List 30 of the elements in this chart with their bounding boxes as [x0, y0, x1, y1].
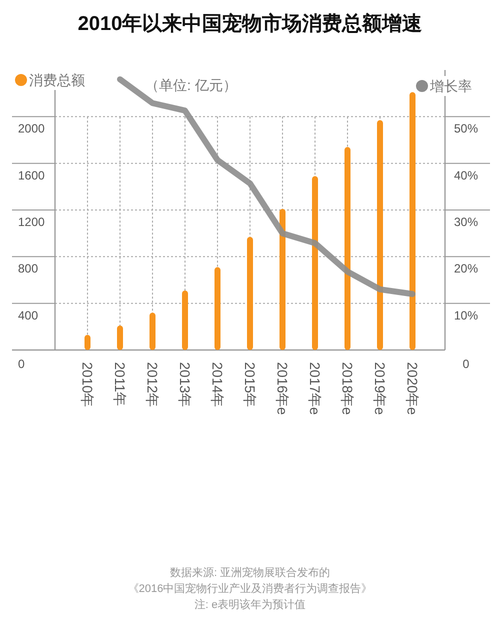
x-tick-label: 2017年e: [307, 362, 323, 416]
y-tick-label: 0: [18, 357, 25, 371]
y2-tick-label: 0: [462, 357, 470, 371]
x-tick-label: 2020年e: [404, 362, 420, 416]
x-tick-label: 2010年: [80, 362, 96, 408]
y2-tick-label: 50%: [454, 122, 478, 136]
legend-label: 消费总额: [29, 72, 85, 88]
legend-label: 增长率: [429, 78, 472, 94]
y-tick-label: 1200: [18, 215, 46, 229]
x-tick-label: 2011年: [112, 362, 128, 406]
x-tick-label: 2014年: [210, 362, 226, 408]
x-tick-label: 2012年: [144, 362, 160, 408]
x-tick-label: 2015年: [242, 362, 258, 408]
chart-title: 2010年以来中国宠物市场消费总额增速: [78, 12, 422, 35]
x-tick-label: 2016年e: [274, 362, 290, 416]
y2-tick-label: 10%: [454, 308, 478, 322]
y-tick-label: 1600: [18, 168, 46, 182]
x-tick-label: 2019年e: [372, 362, 388, 416]
y2-tick-label: 20%: [454, 262, 478, 276]
y2-tick-label: 40%: [454, 168, 478, 182]
y2-tick-label: 30%: [454, 215, 478, 229]
text: 注: e表明该年为预计值: [194, 598, 306, 611]
y-tick-label: 400: [18, 308, 38, 322]
x-tick-label: 2013年: [177, 362, 193, 408]
text: 《2016中国宠物行业产业及消费者行为调查报告》: [128, 582, 372, 595]
y-tick-label: 2000: [18, 122, 46, 136]
y-tick-label: 800: [18, 262, 38, 276]
x-tick-label: 2018年e: [340, 362, 356, 416]
source-note: 数据来源: 亚洲宠物展联合发布的: [170, 566, 330, 579]
annotation: （单位: 亿元）: [145, 77, 237, 93]
